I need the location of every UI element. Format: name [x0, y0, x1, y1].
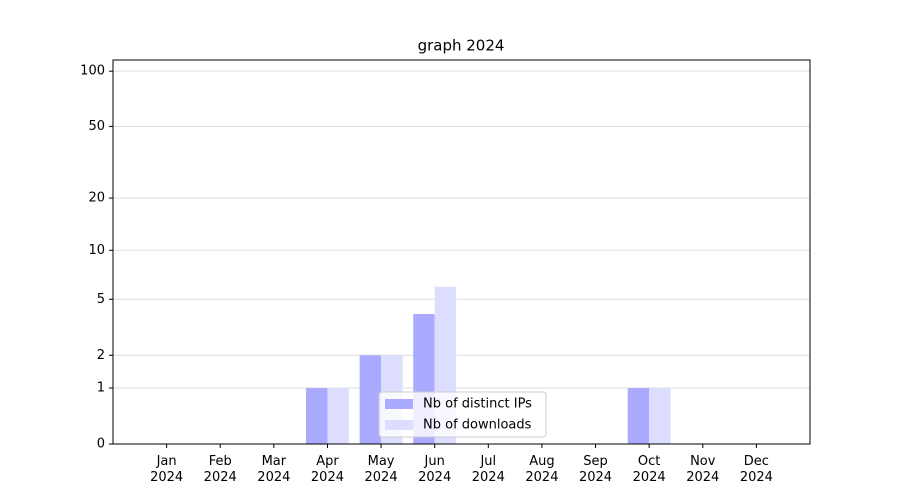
y-tick-label: 10 — [88, 243, 105, 258]
x-tick-label: Oct 2024 — [633, 454, 666, 485]
bar — [627, 388, 650, 444]
legend-swatch — [385, 399, 413, 409]
x-tick-label: Nov 2024 — [686, 454, 719, 485]
y-tick-label: 2 — [97, 348, 105, 363]
legend-label: Nb of downloads — [423, 418, 532, 433]
legend-label: Nb of distinct IPs — [423, 397, 532, 412]
y-tick-label: 100 — [80, 64, 105, 79]
x-tick-label: Dec 2024 — [740, 454, 773, 485]
y-tick-label: 0 — [97, 437, 105, 452]
x-tick-label: Jul 2024 — [472, 454, 505, 485]
bar — [306, 388, 328, 444]
x-tick-label: Apr 2024 — [311, 454, 344, 485]
legend-swatch — [385, 420, 413, 430]
y-tick-label: 20 — [88, 191, 105, 206]
axes-frame — [112, 59, 811, 445]
x-tick-label: Aug 2024 — [525, 454, 558, 485]
bar — [327, 388, 349, 444]
y-tick-label: 1 — [97, 381, 105, 396]
bar — [359, 355, 382, 444]
x-tick-label: Mar 2024 — [257, 454, 290, 485]
x-tick-label: Jun 2024 — [418, 454, 451, 485]
legend: Nb of distinct IPs Nb of downloads — [378, 391, 547, 438]
y-tick-label: 5 — [97, 292, 105, 307]
x-tick-label: Feb 2024 — [204, 454, 237, 485]
y-tick-label: 50 — [88, 119, 105, 134]
x-tick-label: May 2024 — [365, 454, 398, 485]
x-tick-label: Jan 2024 — [150, 454, 183, 485]
legend-box — [378, 391, 547, 438]
chart-title: graph 2024 — [418, 37, 505, 55]
bar — [649, 388, 671, 444]
x-tick-label: Sep 2024 — [579, 454, 612, 485]
